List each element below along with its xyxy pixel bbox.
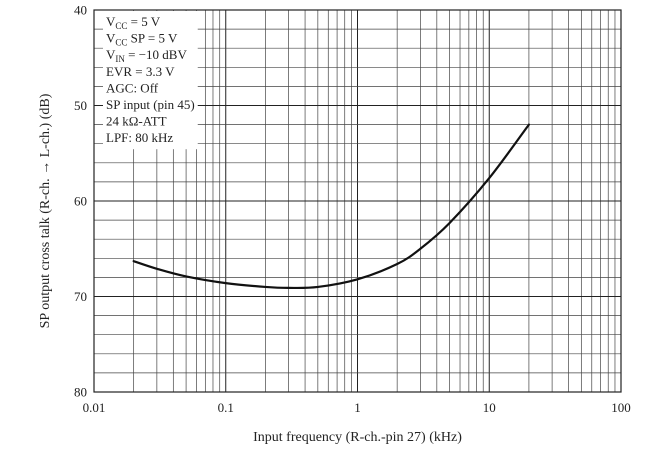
condition-line: VCC = 5 V	[106, 14, 161, 31]
plot-frame	[93, 9, 622, 393]
y-tick-labels: 40 50 60 70 80	[74, 3, 87, 400]
condition-line: LPF: 80 kHz	[106, 130, 173, 145]
x-axis-title: Input frequency (R-ch.-pin 27) (kHz)	[253, 430, 462, 445]
x-tick-label: 1	[354, 400, 361, 415]
condition-line: AGC: Off	[106, 80, 159, 95]
series-line	[132, 123, 531, 290]
condition-line: SP input (pin 45)	[106, 97, 195, 112]
x-tick-label: 0.1	[218, 400, 234, 415]
condition-line: 24 kΩ-ATT	[106, 114, 167, 129]
y-tick-label: 80	[74, 385, 87, 400]
condition-line: VIN = −10 dBV	[106, 47, 187, 64]
y-axis-title: SP output cross talk (R-ch. → L-ch.) (dB…	[38, 93, 53, 328]
x-tick-labels: 0.01 0.1 1 10 100	[83, 400, 631, 415]
x-tick-label: 10	[483, 400, 496, 415]
x-tick-label: 0.01	[83, 400, 106, 415]
y-tick-label: 50	[74, 98, 87, 113]
y-tick-label: 60	[74, 194, 87, 209]
condition-line: EVR = 3.3 V	[106, 64, 175, 79]
y-tick-label: 40	[74, 3, 87, 18]
x-tick-label: 100	[611, 400, 631, 415]
y-tick-label: 70	[74, 289, 87, 304]
conditions-box-background	[103, 11, 198, 150]
condition-line: VCC SP = 5 V	[106, 31, 178, 48]
